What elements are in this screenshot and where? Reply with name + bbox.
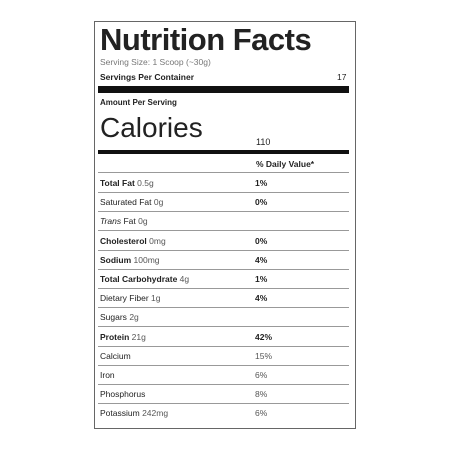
nutrient-name: Iron — [100, 370, 115, 380]
nutrient-amount: 21g — [131, 331, 146, 342]
daily-value: 1% — [255, 178, 268, 188]
nutrient: Trans Fat 0g — [100, 216, 148, 226]
nutrient-name: Trans — [100, 216, 122, 227]
medium-rule — [98, 150, 349, 154]
nutrient-row: Protein 21g 42% — [98, 327, 349, 347]
nutrient: Calcium — [100, 351, 131, 361]
daily-value: 4% — [255, 254, 268, 265]
nutrient-amount: 0mg — [149, 235, 166, 246]
nutrient: Saturated Fat 0g — [100, 197, 163, 207]
daily-value: 0% — [255, 235, 268, 246]
nutrient-row: Dietary Fiber 1g 4% — [98, 288, 349, 309]
nutrient: Sodium 100mg — [100, 255, 160, 265]
nutrient-row: Phosphorus 8% — [98, 384, 349, 405]
nutrient-row: Cholesterol 0mg 0% — [98, 231, 349, 251]
nutrient-row: Total Fat 0.5g 1% — [98, 173, 349, 193]
daily-value: 0% — [255, 197, 268, 208]
nutrient-row: Total Carbohydrate 4g 1% — [98, 269, 349, 289]
amount-label: Amount Per Serving — [100, 98, 177, 107]
daily-value: 8% — [255, 389, 268, 400]
nutrient-amount: 100mg — [133, 254, 160, 265]
nutrient-row: Calcium 15% — [98, 346, 349, 366]
nutrient-row: Potassium 242mg 6% — [98, 403, 349, 422]
nutrient-row: Trans Fat 0g — [98, 211, 349, 232]
nutrient-name: Saturated Fat — [100, 197, 152, 208]
servings-label: Servings Per Container — [100, 72, 195, 82]
nutrient-name: Total Fat — [100, 178, 135, 188]
nutrient: Cholesterol 0mg — [100, 236, 166, 246]
nutrient: Phosphorus — [100, 389, 145, 399]
nutrient: Protein 21g — [100, 332, 146, 342]
serving-size: Serving Size: 1 Scoop (~30g) — [100, 57, 211, 67]
nutrient-row: Sugars 2g — [98, 307, 349, 328]
nutrient-name: Potassium — [100, 408, 140, 419]
nutrient-name: Protein — [100, 331, 130, 342]
dv-header: % Daily Value* — [256, 159, 315, 169]
nutrient-row: Sodium 100mg 4% — [98, 250, 349, 270]
nutrient: Iron — [100, 370, 115, 380]
daily-value: 15% — [255, 350, 273, 361]
nutrient-amount: 4g — [179, 274, 190, 284]
servings-value: 17 — [337, 72, 347, 82]
nutrient: Dietary Fiber 1g — [100, 293, 161, 303]
daily-value: 1% — [255, 274, 268, 284]
nutrient-name: Total Carbohydrate — [100, 274, 178, 284]
nutrient-amount: 242mg — [142, 408, 169, 419]
nutrient-amount: 1g — [151, 293, 161, 304]
nutrient-row: Saturated Fat 0g 0% — [98, 192, 349, 213]
nutrient-amount: 2g — [129, 312, 139, 323]
label-box — [94, 21, 356, 429]
calories-value: 110 — [256, 137, 271, 147]
nutrient: Sugars 2g — [100, 312, 139, 322]
nutrient: Total Carbohydrate 4g — [100, 274, 189, 284]
daily-value: 6% — [255, 408, 268, 419]
daily-value: 42% — [255, 331, 273, 342]
thick-rule — [98, 86, 349, 93]
nutrient: Total Fat 0.5g — [100, 178, 154, 188]
nutrient-amount: 0.5g — [137, 178, 154, 188]
rule — [98, 172, 349, 173]
nutrient-row: Iron 6% — [98, 365, 349, 385]
nutrient: Potassium 242mg — [100, 408, 168, 418]
daily-value: 4% — [255, 293, 268, 304]
nutrient-name: Calcium — [100, 350, 131, 361]
nutrient-amount: 0g — [138, 216, 148, 227]
daily-value: 6% — [255, 370, 268, 380]
nutrient-amount: 0g — [153, 197, 164, 208]
calories-label: Calories — [100, 112, 203, 143]
nutrient-name-rest: Fat — [123, 216, 136, 227]
nutrient-name: Sodium — [100, 254, 132, 265]
nutrient-name: Cholesterol — [100, 235, 147, 246]
title: Nutrition Facts — [100, 22, 312, 57]
nutrient-name: Dietary Fiber — [100, 293, 149, 304]
nutrient-name: Sugars — [100, 312, 127, 323]
nutrient-name: Phosphorus — [100, 389, 146, 400]
